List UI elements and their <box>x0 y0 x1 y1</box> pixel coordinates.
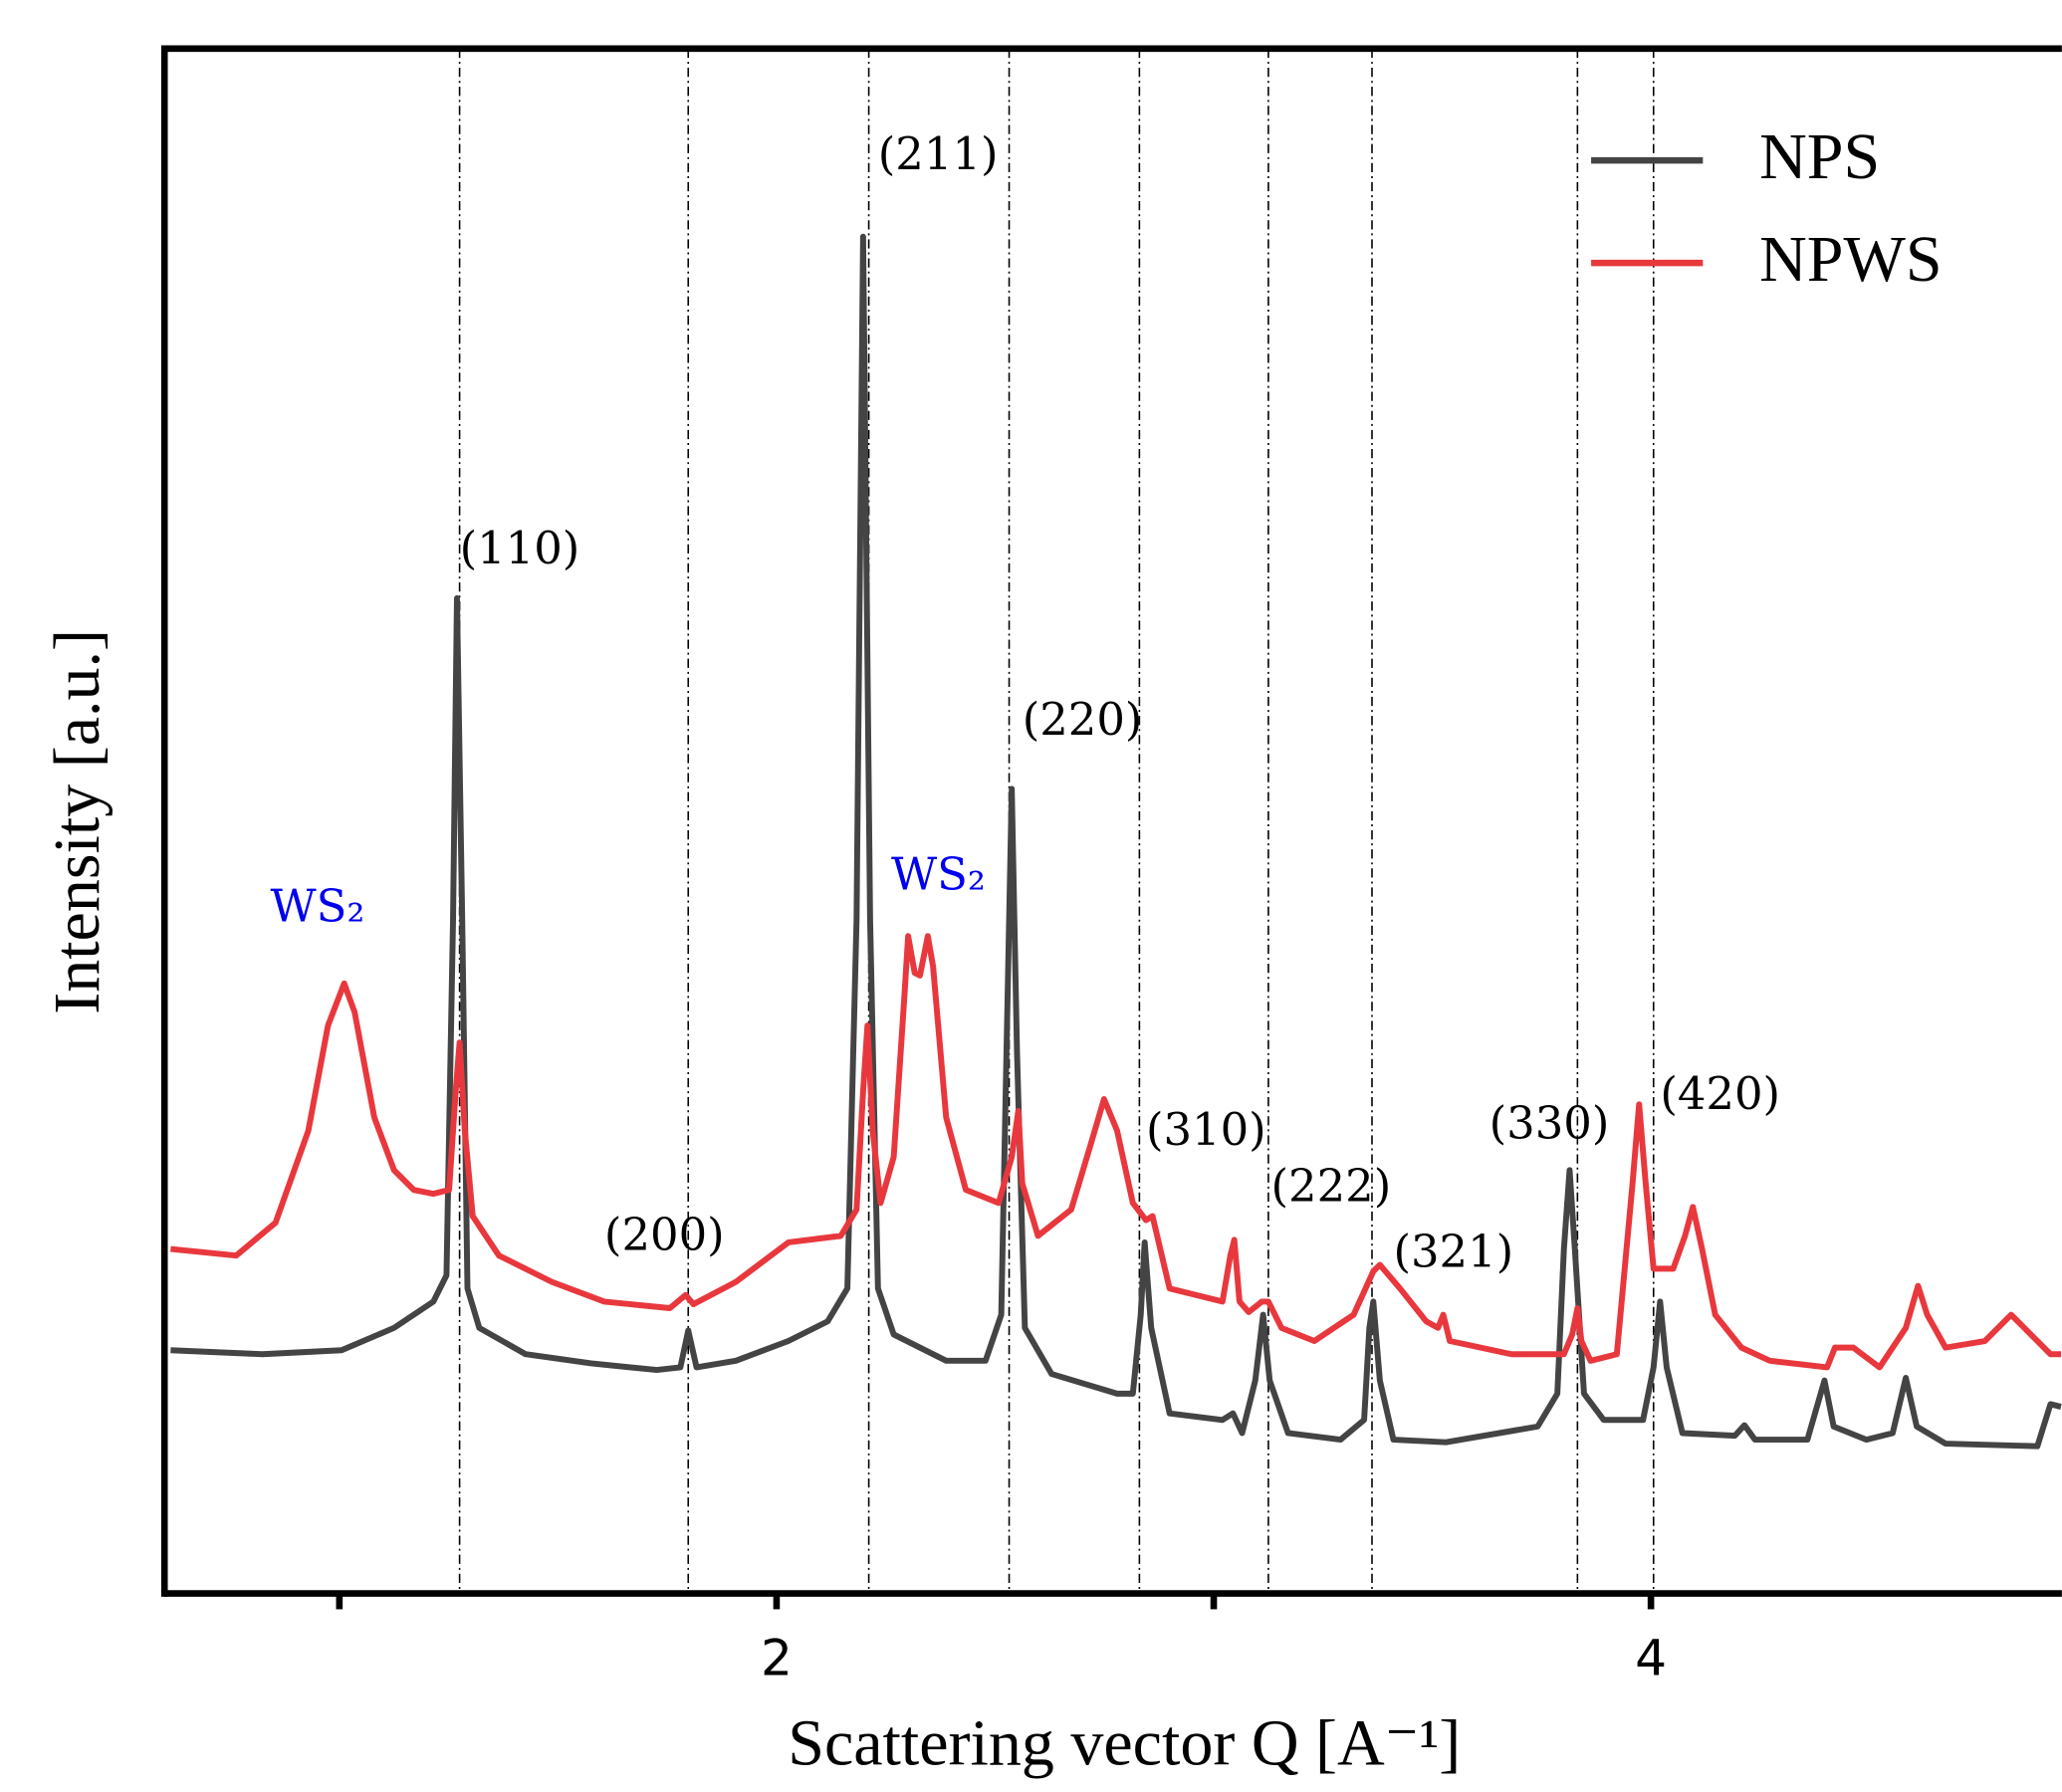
peak-annotation: WS₂ <box>270 879 364 932</box>
peak-annotation: (220) <box>1023 693 1143 746</box>
y-axis-label: Intensity [a.u.] <box>41 629 114 1014</box>
peak-annotation: (200) <box>604 1209 725 1261</box>
peak-annotation: (420) <box>1660 1067 1780 1120</box>
plot-area <box>170 48 2062 1594</box>
x-tick-label: 2 <box>761 1628 793 1686</box>
peak-annotation: (321) <box>1393 1226 1513 1278</box>
peak-annotation: (211) <box>878 127 999 180</box>
series-line <box>170 933 2061 1371</box>
x-tick-label: 4 <box>1635 1628 1667 1686</box>
series-line <box>170 233 2062 1450</box>
peak-annotation: (110) <box>460 522 580 574</box>
x-axis-label: Scattering vector Q [A⁻¹] <box>788 1706 1461 1779</box>
peak-annotation: (222) <box>1271 1160 1392 1213</box>
peak-annotation: WS₂ <box>891 848 986 901</box>
peak-annotation: (330) <box>1489 1096 1610 1149</box>
legend-label: NPWS <box>1759 223 1942 296</box>
legend-label: NPS <box>1759 120 1880 193</box>
peak-annotation: (310) <box>1146 1103 1266 1156</box>
